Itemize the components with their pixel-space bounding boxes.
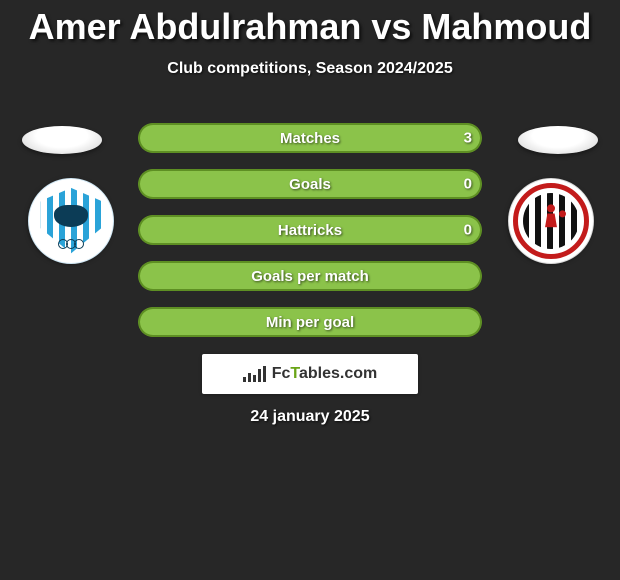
club-left-badge: [28, 178, 112, 262]
bar-chart-icon: [243, 366, 266, 382]
club-right-badge: [508, 178, 592, 262]
date-label: 24 january 2025: [0, 408, 620, 426]
stat-label: Hattricks: [278, 222, 342, 239]
stat-label: Matches: [280, 130, 340, 147]
stats-list: Matches 3 Goals 0 Hattricks 0 Goals per match M…: [138, 123, 482, 353]
stat-right-value: 0: [464, 176, 472, 193]
stat-row: Goals 0: [138, 169, 482, 199]
comparison-card: Amer Abdulrahman vs Mahmoud Club competi…: [0, 0, 620, 580]
stat-row: Goals per match: [138, 261, 482, 291]
player-right-placeholder: [518, 126, 598, 154]
stat-right-value: 3: [464, 130, 472, 147]
subtitle: Club competitions, Season 2024/2025: [0, 60, 620, 78]
stat-label: Goals: [289, 176, 331, 193]
stat-row: Matches 3: [138, 123, 482, 153]
attribution-badge: FcTables.com: [202, 354, 418, 394]
player-left-placeholder: [22, 126, 102, 154]
stat-row: Hattricks 0: [138, 215, 482, 245]
page-title: Amer Abdulrahman vs Mahmoud: [0, 0, 620, 48]
stat-label: Min per goal: [266, 314, 354, 331]
stat-right-value: 0: [464, 222, 472, 239]
attribution-text: FcTables.com: [272, 365, 378, 383]
stat-row: Min per goal: [138, 307, 482, 337]
stat-label: Goals per match: [251, 268, 369, 285]
